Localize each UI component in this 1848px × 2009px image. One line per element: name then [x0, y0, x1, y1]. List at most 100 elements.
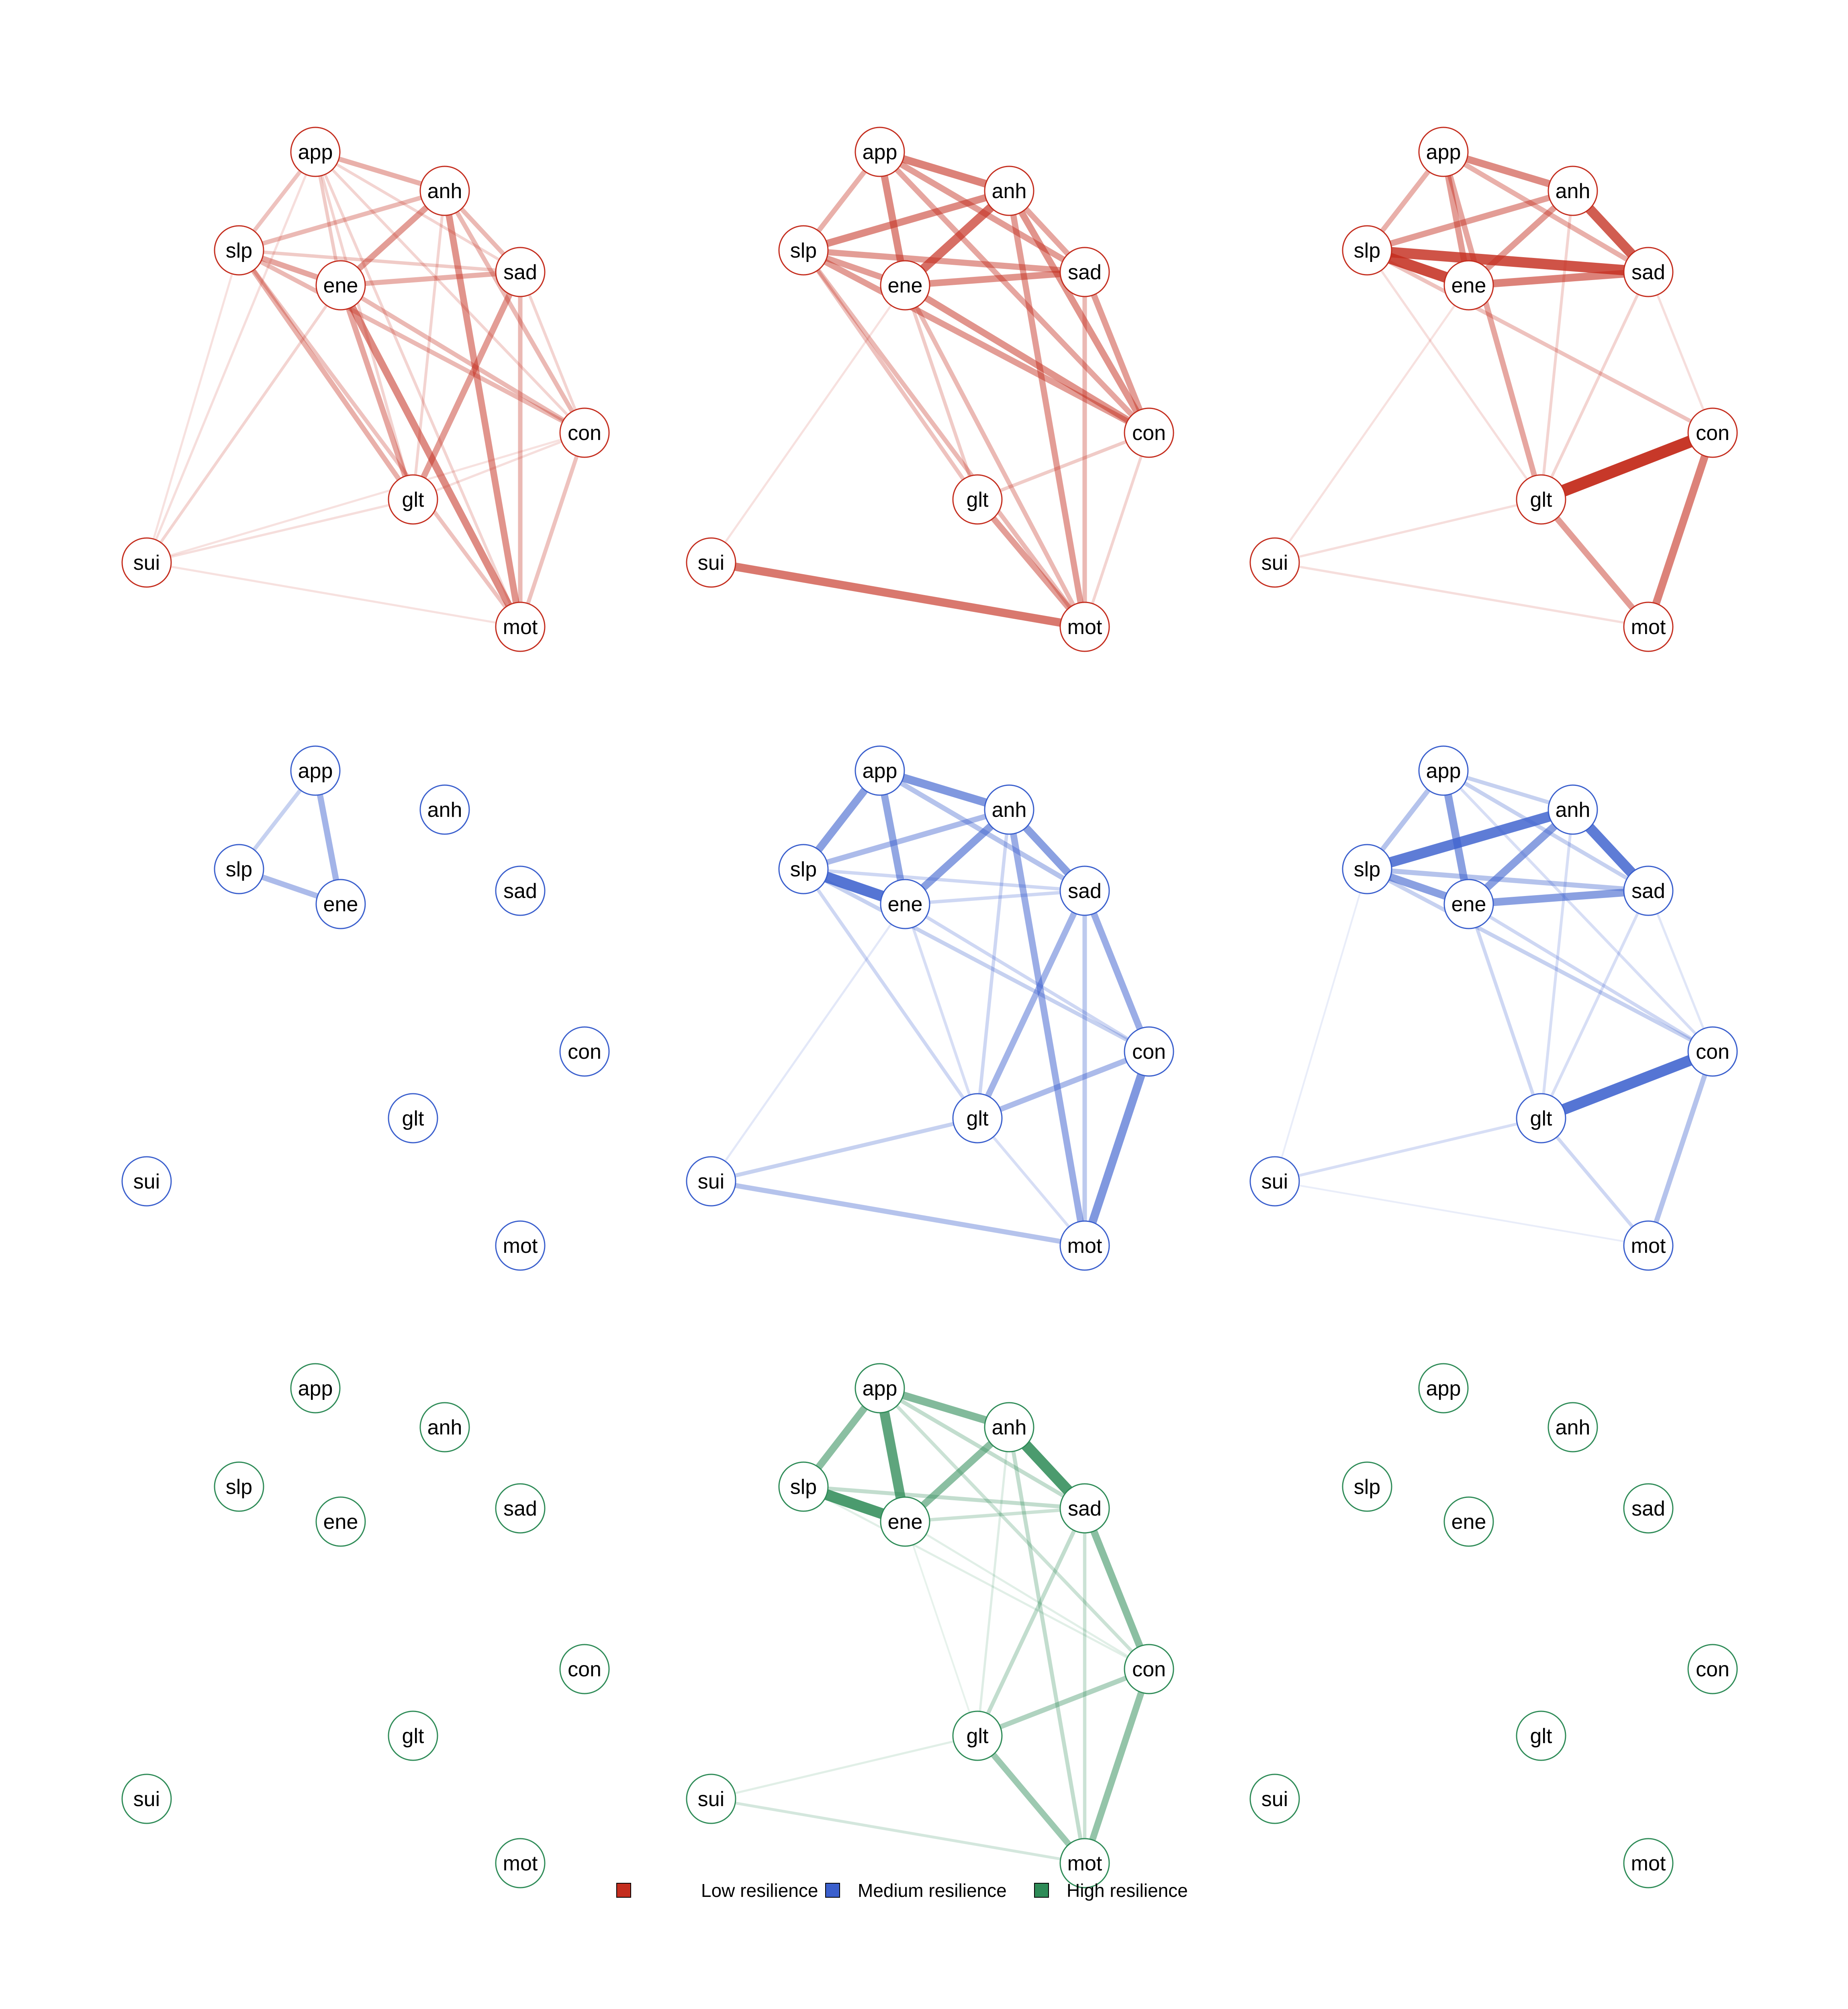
node-con: con: [1687, 1026, 1738, 1077]
node-slp: slp: [214, 844, 264, 894]
node-circle: [1249, 537, 1300, 588]
node-sad: sad: [1623, 247, 1674, 297]
edge-sui-glt: [1273, 1117, 1543, 1183]
edges: [1274, 148, 1719, 631]
node-circle: [1516, 1093, 1566, 1144]
node-label: glt: [967, 488, 989, 511]
node-circle: [1059, 601, 1110, 652]
node-con: con: [1124, 407, 1174, 458]
edge-sad-con: [519, 270, 586, 434]
node-glt: glt: [1516, 474, 1566, 525]
edge-ene-sui: [145, 284, 342, 564]
node-glt: glt: [1516, 1710, 1566, 1761]
edge-app-con: [314, 150, 586, 434]
node-ene: ene: [315, 260, 366, 311]
node-circle: [1124, 1026, 1174, 1077]
node-circle: [1516, 474, 1566, 525]
node-label: ene: [323, 893, 358, 916]
node-glt: glt: [388, 1093, 438, 1144]
edge-sui-glt: [710, 1735, 979, 1800]
node-anh: anh: [419, 166, 470, 216]
edge-con-mot: [1080, 1047, 1153, 1250]
node-slp: slp: [778, 844, 829, 894]
edge-slp-mot: [237, 248, 522, 629]
node-sui: sui: [1249, 1156, 1300, 1207]
edge-sui-app: [145, 151, 317, 564]
node-label: glt: [1530, 488, 1552, 511]
edge-sad-glt: [410, 269, 523, 503]
edge-sui-ene: [1274, 284, 1470, 564]
node-circle: [121, 1774, 172, 1824]
node-con: con: [1124, 1026, 1174, 1077]
node-anh: anh: [419, 1402, 470, 1453]
node-label: sad: [503, 880, 537, 903]
edge-anh-slp: [237, 188, 447, 253]
edge-ene-con: [338, 283, 587, 435]
node-label: slp: [790, 858, 817, 881]
node-sui: sui: [1249, 537, 1300, 588]
legend-item-1: Low resilience: [616, 1880, 818, 1901]
edge-app-con: [1442, 769, 1714, 1053]
node-circle: [315, 879, 366, 929]
node-ene: ene: [880, 260, 930, 311]
node-label: con: [568, 1040, 601, 1064]
node-app: app: [1418, 127, 1469, 177]
node-ene: ene: [315, 879, 366, 929]
node-circle: [419, 166, 470, 216]
network-panels: app anh slp ene sad con glt sui mot app anh slp ene s…: [121, 127, 1738, 1888]
node-label: slp: [1354, 858, 1380, 881]
edge-glt-mot: [1538, 496, 1652, 630]
network-panel-8: app anh slp ene sad con glt sui mot: [686, 1363, 1174, 1888]
node-label: mot: [1067, 1852, 1102, 1875]
node-sui: sui: [686, 1774, 736, 1824]
network-panel-4: app anh slp ene sad con glt sui mot: [121, 745, 610, 1271]
node-label: anh: [427, 798, 462, 822]
node-label: slp: [226, 239, 252, 262]
node-label: sui: [698, 551, 724, 575]
node-circle: [880, 879, 930, 929]
node-circle: [1059, 247, 1110, 297]
edge-app-con: [878, 1386, 1151, 1671]
edge-con-mot: [518, 431, 587, 629]
edge-slp-glt: [801, 248, 979, 501]
edge-anh-con: [442, 188, 587, 435]
node-mot: mot: [495, 1838, 546, 1888]
edge-sui-mot: [1274, 561, 1650, 628]
node-glt: glt: [952, 474, 1003, 525]
network-panel-1: app anh slp ene sad con glt sui mot: [121, 127, 610, 652]
node-label: slp: [790, 239, 817, 262]
node-circle: [495, 865, 546, 916]
node-label: app: [298, 759, 333, 783]
node-circle: [984, 166, 1034, 216]
network-panel-9: app anh slp ene sad con glt sui mot: [1249, 1363, 1738, 1888]
node-circle: [1124, 407, 1174, 458]
node-label: app: [863, 141, 897, 164]
edge-app-con: [877, 149, 1152, 436]
network-panel-5: app anh slp ene sad con glt sui mot: [686, 745, 1174, 1271]
node-label: con: [568, 421, 601, 445]
node-circle: [1623, 247, 1674, 297]
node-circle: [214, 225, 264, 276]
node-anh: anh: [984, 784, 1034, 835]
node-anh: anh: [984, 1402, 1034, 1453]
node-label: sui: [133, 551, 160, 575]
edge-sad-con: [1647, 890, 1714, 1053]
node-circle: [854, 745, 905, 796]
node-circle: [121, 1156, 172, 1207]
edge-con-glt: [975, 1049, 1152, 1121]
edge-anh-slp: [1362, 804, 1578, 874]
edge-anh-slp: [1364, 188, 1576, 254]
node-label: sui: [1261, 1170, 1288, 1193]
edge-ene-con: [902, 282, 1153, 436]
node-label: sui: [698, 1170, 724, 1193]
node-circle: [1342, 844, 1392, 894]
edge-slp-sad: [1364, 866, 1651, 894]
node-app: app: [854, 127, 905, 177]
node-app: app: [854, 745, 905, 796]
edge-ene-sad: [903, 889, 1087, 906]
node-circle: [1059, 865, 1110, 916]
node-label: sui: [1261, 551, 1288, 575]
node-label: anh: [1556, 798, 1590, 822]
node-mot: mot: [1059, 1220, 1110, 1271]
